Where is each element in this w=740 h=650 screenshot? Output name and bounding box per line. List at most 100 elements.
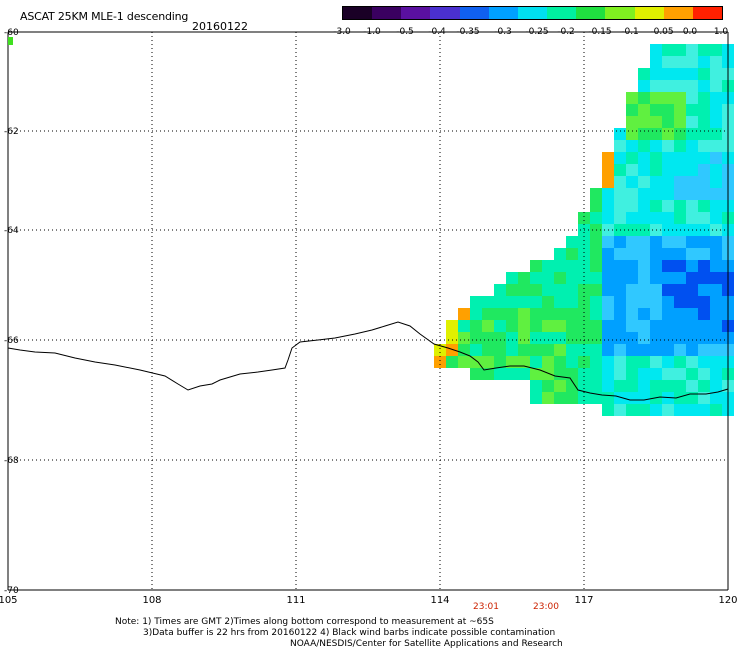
swath-cell [710, 272, 722, 284]
swath-cell [590, 380, 602, 392]
swath-cell [530, 284, 542, 296]
latitude-label: -66 [4, 336, 19, 346]
swath-cell [506, 320, 518, 332]
swath-cell [638, 320, 650, 332]
swath-cell [542, 284, 554, 296]
swath-cell [626, 200, 638, 212]
swath-cell [614, 152, 626, 164]
swath-cell [662, 152, 674, 164]
swath-cell [470, 368, 482, 380]
swath-cell [602, 320, 614, 332]
swath-cell [698, 164, 710, 176]
swath-cell [590, 320, 602, 332]
swath-cell [674, 296, 686, 308]
swath-cell [674, 320, 686, 332]
longitude-label: 120 [718, 595, 737, 606]
swath-cell [710, 68, 722, 80]
swath-cell [698, 236, 710, 248]
swath-cell [614, 188, 626, 200]
swath-cell [530, 308, 542, 320]
swath-cell [626, 296, 638, 308]
color-scale-segment [605, 7, 635, 19]
swath-cell [662, 344, 674, 356]
swath-cell [662, 200, 674, 212]
swath-cell [566, 272, 578, 284]
swath-cell [686, 308, 698, 320]
swath-cell [590, 344, 602, 356]
swath-cell [674, 236, 686, 248]
swath-cell [674, 404, 686, 416]
swath-cell [698, 248, 710, 260]
swath-cell [650, 320, 662, 332]
swath-cell [602, 404, 614, 416]
swath-cell [530, 392, 542, 404]
swath-cell [554, 308, 566, 320]
swath-cell [494, 320, 506, 332]
swath-cell [602, 296, 614, 308]
swath-cell [662, 296, 674, 308]
swath-cell [590, 368, 602, 380]
swath-cell [614, 200, 626, 212]
swath-cell [566, 320, 578, 332]
swath-cell [626, 320, 638, 332]
swath-cell [710, 164, 722, 176]
swath-cell [662, 140, 674, 152]
swath-cell [638, 260, 650, 272]
swath-cell [578, 380, 590, 392]
swath-cell [638, 404, 650, 416]
swath-cell [458, 308, 470, 320]
swath-cell [566, 236, 578, 248]
swath-cell [698, 260, 710, 272]
color-scale-segment [459, 7, 489, 19]
swath-cell [638, 236, 650, 248]
swath-cell [650, 236, 662, 248]
swath-cell [674, 116, 686, 128]
swath-cell [710, 308, 722, 320]
time-label: 23:00 [533, 602, 559, 612]
swath-cell [602, 356, 614, 368]
swath-cell [686, 236, 698, 248]
swath-cell [650, 176, 662, 188]
swath-cell [686, 128, 698, 140]
latitude-label: -62 [4, 127, 19, 137]
swath-cell [686, 392, 698, 404]
swath-cell [506, 356, 518, 368]
swath-cell [698, 44, 710, 56]
swath-cell [614, 164, 626, 176]
swath-cell [590, 248, 602, 260]
color-scale-segment [576, 7, 606, 19]
swath-cell [698, 56, 710, 68]
swath-cell [638, 368, 650, 380]
swath-cell [614, 368, 626, 380]
swath-cell [614, 308, 626, 320]
swath-cell [626, 404, 638, 416]
swath-cell [626, 380, 638, 392]
swath-cell [662, 104, 674, 116]
swath-cell [542, 380, 554, 392]
swath-cell [650, 140, 662, 152]
swath-cell [578, 368, 590, 380]
swath-cell [650, 296, 662, 308]
swath-cell [710, 236, 722, 248]
swath-cell [626, 176, 638, 188]
swath-cell [482, 320, 494, 332]
swath-cell [506, 296, 518, 308]
swath-cell [470, 344, 482, 356]
swath-cell [674, 212, 686, 224]
swath-cell [674, 140, 686, 152]
swath-cell [590, 236, 602, 248]
swath-cell [686, 188, 698, 200]
swath-cell [554, 284, 566, 296]
swath-cell [686, 104, 698, 116]
swath-cell [674, 44, 686, 56]
swath-cell [482, 356, 494, 368]
swath-cell [578, 284, 590, 296]
swath-cell [578, 320, 590, 332]
swath-cell [494, 356, 506, 368]
swath-cell [662, 44, 674, 56]
swath-cell [614, 404, 626, 416]
swath-cell [542, 260, 554, 272]
swath-cell [686, 356, 698, 368]
swath-cell [638, 284, 650, 296]
